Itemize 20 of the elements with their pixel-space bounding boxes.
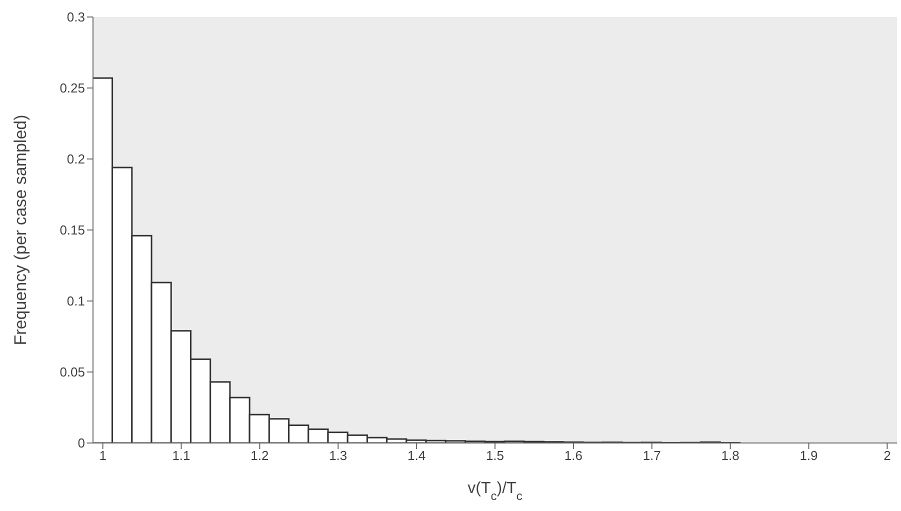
y-tick-label: 0.25 — [60, 80, 85, 96]
x-tick-label: 1.2 — [250, 448, 269, 464]
y-axis-title: Frequency (per case sampled) — [11, 114, 30, 346]
x-tick-label: 1.3 — [329, 448, 348, 464]
x-axis-title: v(T$_{c}$)/T$_{c}$ — [468, 480, 522, 503]
x-tick-label: 1.6 — [564, 448, 582, 464]
y-tick-label: 0.15 — [60, 222, 85, 238]
y-tick-label: 0 — [78, 436, 85, 451]
x-tick-label: 1.1 — [172, 448, 190, 464]
y-tick-label: 0.2 — [66, 152, 85, 167]
x-tick-label: 1.7 — [642, 448, 661, 464]
y-tick-label: 0.1 — [66, 294, 85, 309]
x-tick-label: 2 — [884, 448, 891, 464]
x-tick-label: 1.4 — [408, 448, 426, 464]
x-tick-label: 1.5 — [486, 448, 504, 464]
x-tick-label: 1.9 — [800, 448, 818, 464]
x-tick-label: 1 — [99, 448, 106, 464]
x-tick-label: 1.8 — [721, 448, 740, 464]
y-tick-label: 0.3 — [66, 10, 85, 25]
y-tick-label: 0.05 — [60, 364, 85, 380]
